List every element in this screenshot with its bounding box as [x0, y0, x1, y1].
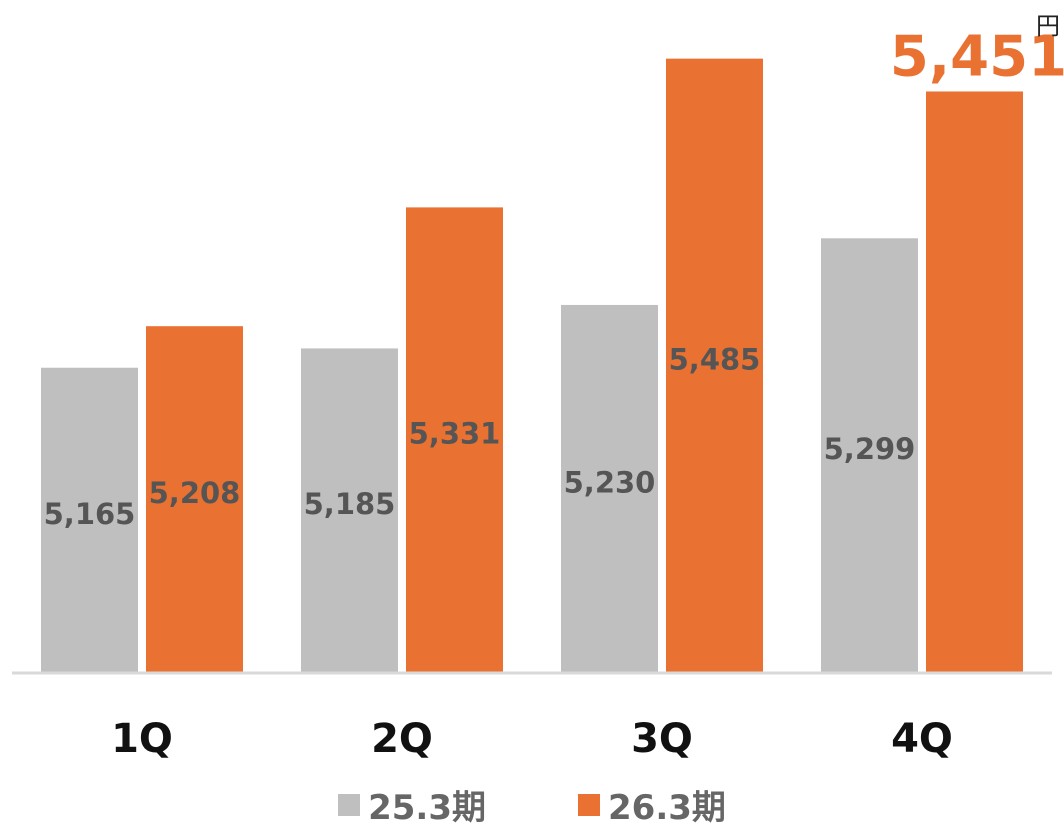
category-label-4q: 4Q [891, 716, 953, 762]
legend-label-prev: 25.3期 [368, 788, 486, 828]
data-label-curr-2q: 5,331 [409, 417, 501, 451]
data-label-prev-2q: 5,185 [304, 487, 396, 521]
data-label-curr-3q: 5,485 [669, 342, 761, 376]
category-label-2q: 2Q [371, 716, 433, 762]
data-label-curr-1q: 5,208 [149, 476, 241, 510]
legend-swatch-curr [578, 793, 600, 816]
legend-item-curr: 26.3期 [578, 780, 726, 829]
legend: 25.3期 26.3期 [0, 780, 1064, 829]
data-label-curr-4q: 5,451 [890, 24, 1064, 89]
bar-chart: 5,165 5,208 1Q 5,185 5,331 2Q 5,230 5,485 3Q 5,29… [12, 24, 1064, 762]
bar-curr-1q [146, 326, 243, 672]
category-label-1q: 1Q [111, 716, 173, 762]
data-label-prev-1q: 5,165 [44, 497, 136, 531]
bar-prev-2q [301, 348, 398, 672]
category-label-3q: 3Q [631, 716, 693, 762]
data-label-prev-4q: 5,299 [824, 432, 916, 466]
legend-item-prev: 25.3期 [338, 780, 486, 829]
legend-swatch-prev [338, 793, 361, 816]
bar-curr-4q [926, 91, 1023, 672]
bar-curr-3q [666, 58, 763, 673]
bar-prev-4q [821, 238, 918, 672]
bar-curr-2q [406, 207, 503, 672]
bar-prev-3q [561, 304, 658, 672]
unit-label: 円 [1036, 12, 1060, 40]
data-label-prev-3q: 5,230 [564, 465, 656, 499]
legend-label-curr: 26.3期 [608, 788, 726, 828]
bar-prev-1q [41, 367, 138, 672]
